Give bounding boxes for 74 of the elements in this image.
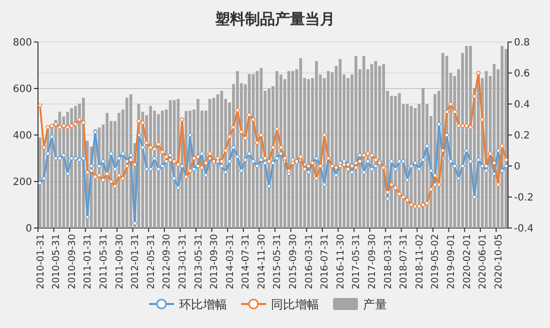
- bar: [398, 93, 401, 228]
- x-tick-label: 2019-09-01: [446, 234, 458, 290]
- bar: [38, 137, 42, 228]
- bar: [276, 71, 278, 228]
- bar: [299, 58, 302, 228]
- x-tick-label: 2013-09-30: [209, 234, 220, 290]
- y-tick-label: 0: [26, 224, 32, 234]
- legend-label: 产量: [363, 298, 387, 312]
- x-tick-label: 2012-05-31: [146, 234, 157, 290]
- x-tick-label: 2017-09-30: [367, 234, 378, 290]
- bar: [118, 112, 120, 228]
- bar: [157, 114, 160, 228]
- bar: [307, 79, 310, 228]
- x-tick-label: 2019-05-02: [430, 234, 442, 290]
- y2-tick-label: 0.2: [514, 130, 530, 142]
- y-tick-label: 200: [12, 177, 32, 188]
- bar: [220, 90, 224, 228]
- bar: [260, 68, 263, 228]
- x-tick-label: 2018-03-31: [382, 234, 394, 290]
- x-tick-label: 2018-11-02: [414, 234, 426, 290]
- bar: [422, 88, 425, 228]
- x-tick-label: 2011-05-31: [98, 234, 110, 290]
- bar: [106, 112, 109, 228]
- bar: [465, 46, 468, 228]
- x-tick-label: 2020-02-01: [462, 234, 473, 290]
- x-tick-label: 2014-07-31: [240, 234, 252, 290]
- y2-tick-label: 0: [514, 162, 520, 172]
- x-tick-label: 2013-01-31: [177, 234, 188, 290]
- y2-tick-label: -0.4: [514, 224, 534, 234]
- bar: [338, 58, 342, 228]
- bar: [362, 56, 366, 228]
- x-tick-label: 2010-09-30: [66, 234, 78, 290]
- bar: [504, 48, 508, 228]
- y2-tick-label: 0.4: [514, 100, 530, 110]
- x-tick-label: 2014-03-31: [224, 234, 236, 290]
- x-tick-label: 2012-09-30: [162, 234, 173, 290]
- bar: [315, 61, 318, 228]
- bar: [70, 108, 73, 228]
- x-tick-label: 2010-01-31: [35, 234, 46, 290]
- x-tick-label: 2016-03-31: [304, 234, 315, 290]
- bar: [394, 96, 397, 228]
- bar: [160, 110, 164, 228]
- chart-title: 塑料制品产量当月: [214, 10, 335, 28]
- y2-tick-label: 0.8: [514, 38, 530, 48]
- x-tick-label: 2012-01-31: [130, 234, 142, 290]
- x-tick-label: 2010-05-31: [51, 234, 62, 290]
- x-tick-label: 2015-05-31: [272, 234, 284, 290]
- y2-tick-label: -0.2: [514, 192, 534, 204]
- y2-tick-label: 0.6: [514, 68, 530, 80]
- x-tick-label: 2014-11-30: [256, 234, 268, 290]
- bar: [125, 98, 128, 228]
- bar: [149, 106, 152, 228]
- bar: [346, 78, 350, 228]
- x-tick-label: 2016-07-31: [320, 234, 331, 290]
- x-tick-label: 2015-09-30: [288, 234, 300, 290]
- x-tick-label: 2016-11-30: [335, 234, 346, 290]
- y-tick-label: 600: [12, 84, 32, 95]
- bar: [74, 106, 77, 228]
- bar: [279, 74, 282, 228]
- bar: [196, 98, 200, 228]
- x-tick-label: 2013-05-31: [193, 234, 204, 290]
- legend-label: 环比增幅: [179, 298, 227, 312]
- x-tick-label: 2020-06-01: [478, 234, 489, 290]
- x-tick-label: 2020-10-05: [493, 234, 504, 290]
- legend-label: 同比增幅: [271, 298, 319, 312]
- bar: [500, 46, 504, 228]
- bar: [382, 64, 386, 228]
- x-tick-label: 2011-09-30: [114, 234, 126, 290]
- bar: [354, 56, 358, 228]
- y-tick-label: 800: [12, 38, 32, 48]
- x-tick-label: 2018-07-31: [398, 234, 410, 290]
- x-tick-label: 2017-05-31: [351, 234, 362, 290]
- y-tick-label: 400: [12, 130, 32, 142]
- x-tick-label: 2011-01-31: [82, 234, 94, 290]
